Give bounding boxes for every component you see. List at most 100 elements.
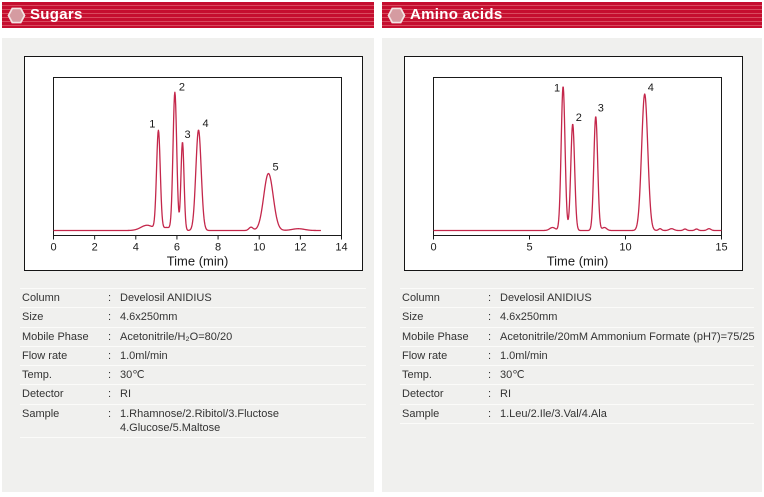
hexagon-bullet-icon xyxy=(387,7,406,23)
spec-value-line: 1.Rhamnose/2.Ribitol/3.Fluctose xyxy=(120,407,279,420)
spec-value: 30℃ xyxy=(500,368,754,382)
svg-text:0: 0 xyxy=(430,242,436,254)
spec-value-line: Develosil ANIDIUS xyxy=(500,292,592,304)
spec-row: Sample : 1.Leu/2.Ile/3.Val/4.Ala xyxy=(400,403,754,425)
spec-row: Detector : RI xyxy=(400,384,754,403)
spec-colon: : xyxy=(488,349,492,362)
section-title: Sugars xyxy=(30,6,83,23)
svg-text:Time (min): Time (min) xyxy=(167,254,229,269)
spec-table-sugars: Column : Develosil ANIDIUS Size : 4.6x25… xyxy=(20,288,366,439)
spec-label: Column xyxy=(402,292,440,304)
spec-row: Sample : 1.Rhamnose/2.Ribitol/3.Fluctose… xyxy=(20,403,366,439)
spec-value: 1.Rhamnose/2.Ribitol/3.Fluctose 4.Glucose… xyxy=(120,407,366,436)
svg-text:12: 12 xyxy=(294,242,306,254)
spec-label: Mobile Phase xyxy=(402,330,469,343)
spec-label: Temp. xyxy=(402,369,432,382)
spec-value: 1.0ml/min xyxy=(120,349,366,363)
spec-row: Column : Develosil ANIDIUS xyxy=(400,288,754,307)
spec-value-line: 1.0ml/min xyxy=(500,349,548,362)
svg-text:4: 4 xyxy=(648,82,654,94)
spec-colon: : xyxy=(488,388,492,401)
svg-text:3: 3 xyxy=(184,129,190,141)
svg-text:10: 10 xyxy=(619,242,631,254)
spec-row: Size : 4.6x250mm xyxy=(400,307,754,326)
section-header-amino-acids: Amino acids xyxy=(382,2,762,28)
svg-text:0: 0 xyxy=(50,242,56,254)
spec-colon: : xyxy=(108,388,112,401)
spec-colon: : xyxy=(488,407,492,420)
spec-label: Size xyxy=(402,311,424,324)
svg-text:1: 1 xyxy=(554,83,560,95)
spec-label: Sample xyxy=(22,407,60,420)
panel-amino-acids: Amino acids 0 5 10 15 Time (min) 1 2 3 4 Column … xyxy=(382,2,762,492)
spec-label: Detector xyxy=(22,388,64,401)
spec-value-line: 30℃ xyxy=(500,369,525,382)
spec-row: Flow rate : 1.0ml/min xyxy=(20,345,366,365)
svg-text:4: 4 xyxy=(133,242,139,254)
svg-text:Time (min): Time (min) xyxy=(547,254,609,269)
spec-colon: : xyxy=(108,292,112,304)
svg-text:8: 8 xyxy=(215,242,221,254)
svg-text:2: 2 xyxy=(179,82,185,94)
spec-value: Develosil ANIDIUS xyxy=(120,291,366,305)
spec-colon: : xyxy=(488,369,492,382)
spec-row: Temp. : 30℃ xyxy=(400,365,754,384)
spec-table-amino-acids: Column : Develosil ANIDIUS Size : 4.6x25… xyxy=(400,288,755,425)
spec-value: 1.0ml/min xyxy=(500,349,754,363)
svg-text:5: 5 xyxy=(526,242,532,254)
svg-text:3: 3 xyxy=(598,103,604,115)
spec-colon: : xyxy=(108,330,112,343)
spec-row: Detector : RI xyxy=(20,384,366,403)
spec-value-line: Acetonitrile/20mM Ammonium Formate (pH7)… xyxy=(500,330,755,343)
spec-value: Acetonitrile/H₂O=80/20 xyxy=(120,330,366,344)
spec-label: Size xyxy=(22,311,44,324)
spec-row: Mobile Phase : Acetonitrile/20mM Ammoniu… xyxy=(400,326,755,346)
spec-label: Column xyxy=(22,292,60,304)
chromatogram-amino-acids: 0 5 10 15 Time (min) 1 2 3 4 xyxy=(430,77,728,269)
spec-colon: : xyxy=(488,292,492,304)
spec-row: Flow rate : 1.0ml/min xyxy=(400,345,754,365)
spec-colon: : xyxy=(108,349,112,362)
spec-colon: : xyxy=(488,311,492,324)
svg-text:14: 14 xyxy=(335,242,347,254)
spec-row: Mobile Phase : Acetonitrile/H₂O=80/20 xyxy=(20,326,366,346)
spec-value-line: 1.Leu/2.Ile/3.Val/4.Ala xyxy=(500,407,607,420)
spec-value: 4.6x250mm xyxy=(120,310,366,324)
spec-row: Column : Develosil ANIDIUS xyxy=(20,288,366,307)
spec-colon: : xyxy=(488,330,492,343)
svg-text:2: 2 xyxy=(92,242,98,254)
spec-value: Develosil ANIDIUS xyxy=(500,291,754,305)
spec-colon: : xyxy=(108,407,112,420)
panel-body-sugars: 0 2 4 6 8 10 12 14 Time (min) 1 2 3 4 5 Column : Deve… xyxy=(2,38,374,492)
spec-label: Detector xyxy=(402,388,444,401)
panel-body-amino-acids: 0 5 10 15 Time (min) 1 2 3 4 Column : Develosil … xyxy=(382,38,762,492)
spec-label: Mobile Phase xyxy=(22,330,89,343)
svg-text:1: 1 xyxy=(149,119,155,131)
spec-row: Size : 4.6x250mm xyxy=(20,307,366,326)
spec-label: Flow rate xyxy=(402,349,448,362)
spec-value-line: 4.6x250mm xyxy=(120,311,178,324)
spec-colon: : xyxy=(108,311,112,324)
spec-value-line: RI xyxy=(120,388,131,401)
spec-label: Flow rate xyxy=(22,349,68,362)
panel-sugars: Sugars 0 2 4 6 8 10 12 14 Time (min) 1 2 3 4 5 Column… xyxy=(2,2,374,492)
chart-card-sugars: 0 2 4 6 8 10 12 14 Time (min) 1 2 3 4 5 xyxy=(24,56,363,271)
svg-text:5: 5 xyxy=(272,162,278,174)
spec-value: 4.6x250mm xyxy=(500,310,754,324)
spec-colon: : xyxy=(108,369,112,382)
svg-text:4: 4 xyxy=(203,118,209,130)
hexagon-bullet-icon xyxy=(7,7,26,23)
spec-label: Sample xyxy=(402,407,440,420)
svg-text:15: 15 xyxy=(715,242,727,254)
spec-value: RI xyxy=(120,387,366,401)
spec-value: 30℃ xyxy=(120,368,366,382)
svg-text:2: 2 xyxy=(576,112,582,124)
spec-value-line: 30℃ xyxy=(120,369,145,382)
spec-value-line: Develosil ANIDIUS xyxy=(120,292,212,304)
spec-value-line: 4.6x250mm xyxy=(500,311,558,324)
spec-value: RI xyxy=(500,387,754,401)
svg-text:6: 6 xyxy=(174,242,180,254)
spec-value-line: RI xyxy=(500,388,511,401)
